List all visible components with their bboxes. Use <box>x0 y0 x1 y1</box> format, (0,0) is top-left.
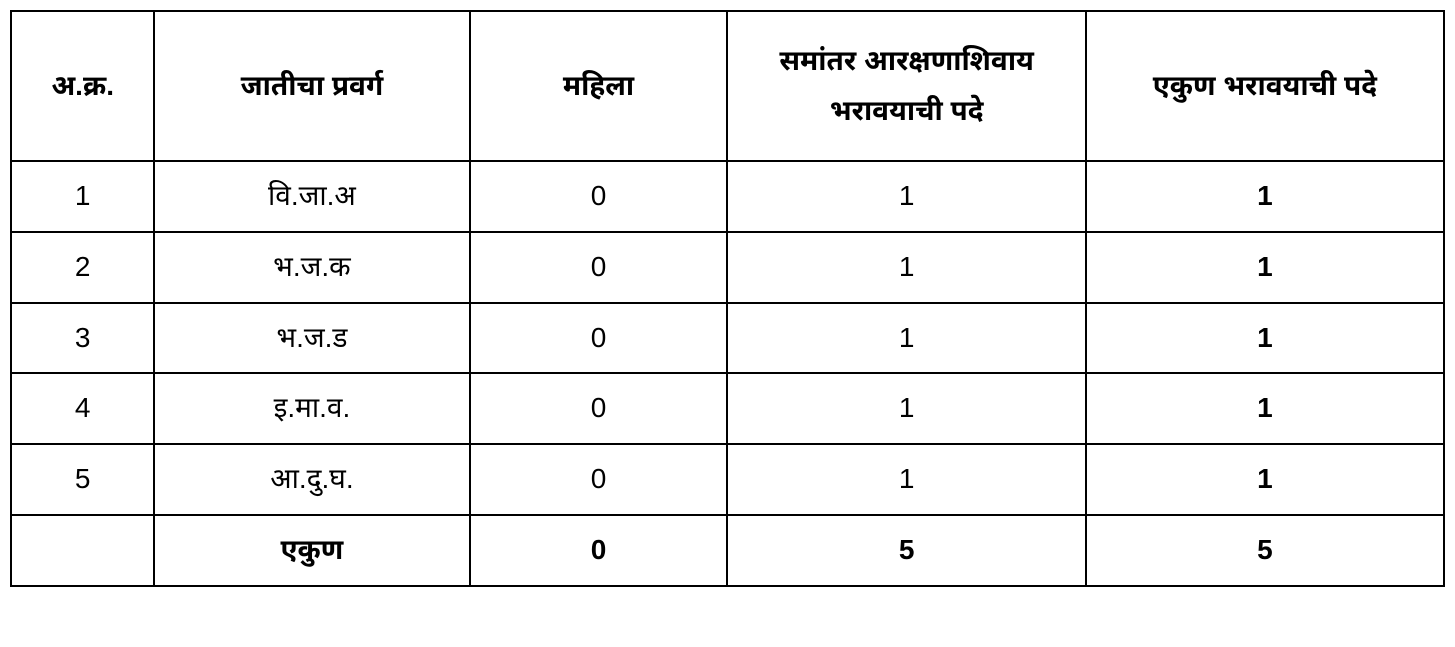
header-sno: अ.क्र. <box>11 11 154 161</box>
cell-sno: 5 <box>11 444 154 515</box>
cell-category: इ.मा.व. <box>154 373 469 444</box>
header-category: जातीचा प्रवर्ग <box>154 11 469 161</box>
cell-samantar: 1 <box>727 161 1085 232</box>
footer-samantar: 5 <box>727 515 1085 586</box>
table-row: 2 भ.ज.क 0 1 1 <box>11 232 1444 303</box>
cell-mahila: 0 <box>470 444 728 515</box>
footer-category: एकुण <box>154 515 469 586</box>
cell-mahila: 0 <box>470 303 728 374</box>
cell-samantar: 1 <box>727 303 1085 374</box>
cell-category: भ.ज.ड <box>154 303 469 374</box>
cell-total: 1 <box>1086 303 1444 374</box>
cell-mahila: 0 <box>470 373 728 444</box>
table-row: 4 इ.मा.व. 0 1 1 <box>11 373 1444 444</box>
table-header-row: अ.क्र. जातीचा प्रवर्ग महिला समांतर आरक्ष… <box>11 11 1444 161</box>
cell-sno: 4 <box>11 373 154 444</box>
cell-total: 1 <box>1086 444 1444 515</box>
table-row: 3 भ.ज.ड 0 1 1 <box>11 303 1444 374</box>
table-row: 5 आ.दु.घ. 0 1 1 <box>11 444 1444 515</box>
cell-sno: 3 <box>11 303 154 374</box>
cell-total: 1 <box>1086 232 1444 303</box>
cell-category: भ.ज.क <box>154 232 469 303</box>
cell-total: 1 <box>1086 373 1444 444</box>
cell-mahila: 0 <box>470 161 728 232</box>
reservation-table: अ.क्र. जातीचा प्रवर्ग महिला समांतर आरक्ष… <box>10 10 1445 587</box>
footer-sno <box>11 515 154 586</box>
cell-category: आ.दु.घ. <box>154 444 469 515</box>
cell-samantar: 1 <box>727 232 1085 303</box>
header-samantar: समांतर आरक्षणाशिवाय भरावयाची पदे <box>727 11 1085 161</box>
cell-sno: 1 <box>11 161 154 232</box>
header-mahila: महिला <box>470 11 728 161</box>
table-footer-row: एकुण 0 5 5 <box>11 515 1444 586</box>
cell-total: 1 <box>1086 161 1444 232</box>
cell-samantar: 1 <box>727 373 1085 444</box>
cell-samantar: 1 <box>727 444 1085 515</box>
cell-category: वि.जा.अ <box>154 161 469 232</box>
cell-mahila: 0 <box>470 232 728 303</box>
cell-sno: 2 <box>11 232 154 303</box>
footer-total: 5 <box>1086 515 1444 586</box>
footer-mahila: 0 <box>470 515 728 586</box>
header-total: एकुण भरावयाची पदे <box>1086 11 1444 161</box>
table-row: 1 वि.जा.अ 0 1 1 <box>11 161 1444 232</box>
